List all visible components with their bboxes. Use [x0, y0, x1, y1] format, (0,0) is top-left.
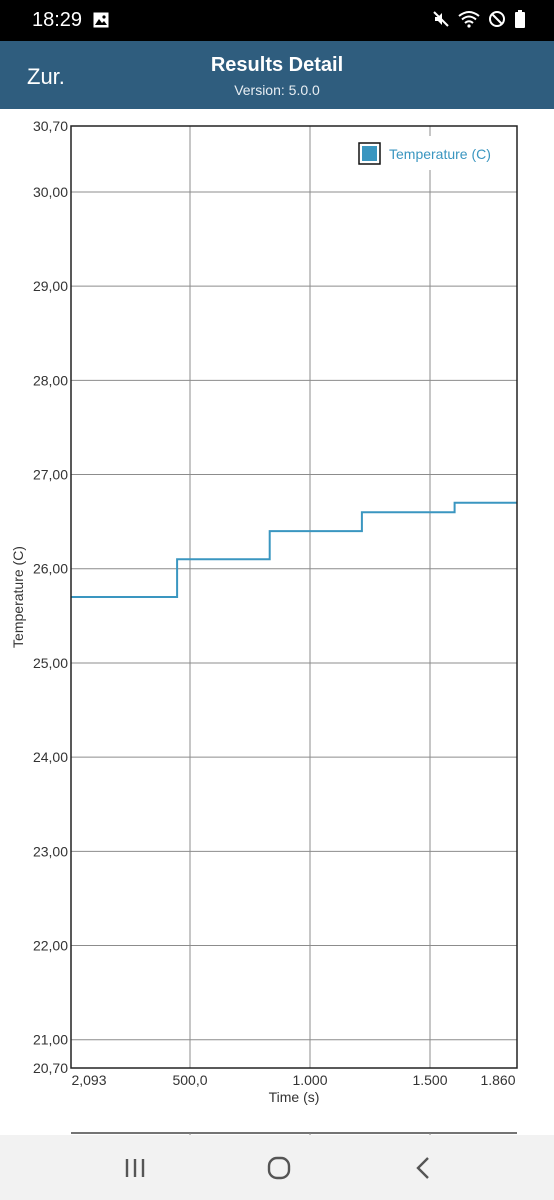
x-tick-label: 1.860: [480, 1072, 515, 1088]
image-icon: [93, 12, 109, 28]
y-tick-label: 30,70: [33, 118, 68, 134]
plot-border: [70, 125, 518, 1069]
mute-icon: [433, 11, 449, 27]
home-icon[interactable]: [259, 1153, 299, 1183]
app-bar: Zur. Results Detail Version: 5.0.0: [0, 41, 554, 109]
status-bar: 18:29: [0, 0, 554, 41]
block-icon: [489, 11, 505, 27]
y-tick-label: 30,00: [33, 184, 68, 200]
y-tick-label: 23,00: [33, 843, 68, 859]
back-button[interactable]: Zur.: [27, 64, 65, 89]
status-time: 18:29: [32, 9, 83, 31]
version-label: Version: 5.0.0: [234, 82, 320, 98]
y-tick-label: 27,00: [33, 467, 68, 483]
wifi-icon: [458, 11, 480, 28]
recent-apps-icon[interactable]: [115, 1153, 155, 1183]
y-tick-label: 25,00: [33, 655, 68, 671]
y-tick-label: 20,70: [33, 1060, 68, 1076]
navigation-bar: [0, 1135, 554, 1200]
y-tick-label: 26,00: [33, 561, 68, 577]
y-tick-label: 28,00: [33, 372, 68, 388]
back-icon[interactable]: [404, 1153, 444, 1183]
legend-label: Temperature (C): [389, 146, 491, 162]
y-tick-label: 29,00: [33, 278, 68, 294]
x-tick-label: 1.000: [292, 1072, 327, 1088]
x-tick-label: 2,093: [71, 1072, 106, 1088]
y-tick-label: 22,00: [33, 938, 68, 954]
page-title: Results Detail: [210, 54, 344, 76]
battery-icon: [515, 10, 525, 28]
x-tick-label: 1.500: [412, 1072, 447, 1088]
y-tick-label: 24,00: [33, 749, 68, 765]
series-line: [71, 501, 517, 598]
x-tick-label: 500,0: [172, 1072, 207, 1088]
x-axis-title: Time (s): [269, 1089, 320, 1105]
temperature-chart: 30,70 30,00 29,00 28,00 27,00 26,00 25,00 24,00…: [0, 109, 554, 1135]
y-tick-label: 21,00: [33, 1032, 68, 1048]
y-axis-title: Temperature (C): [10, 546, 26, 648]
chart-svg: 30,70 30,00 29,00 28,00 27,00 26,00 25,00 24,00…: [10, 118, 518, 1105]
legend-swatch: [362, 146, 377, 161]
